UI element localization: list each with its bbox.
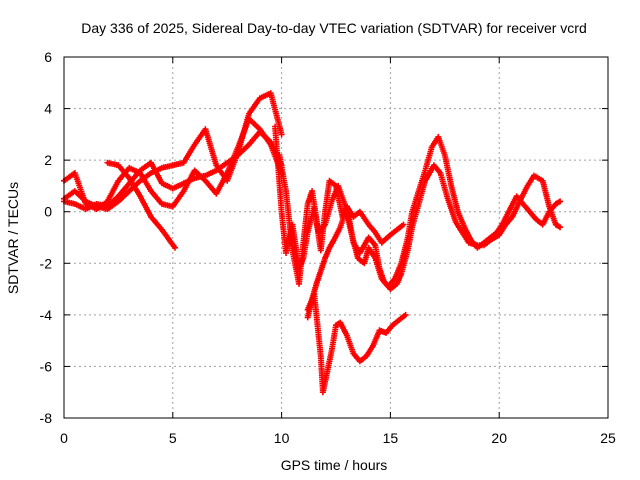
y-tick-label: -8 (40, 410, 53, 426)
series-track-f (276, 133, 564, 290)
y-tick-label: -6 (40, 358, 53, 374)
series-markers (276, 133, 564, 290)
y-tick-label: -2 (40, 255, 53, 271)
y-tick-label: -4 (40, 307, 53, 323)
y-tick-label: 0 (44, 204, 52, 220)
y-tick-label: 6 (44, 49, 52, 65)
x-tick-label: 10 (274, 430, 290, 446)
x-tick-label: 15 (383, 430, 399, 446)
series-markers (104, 159, 178, 251)
series-track-d (104, 159, 178, 251)
y-axis-label: SDTVAR / TECUs (5, 182, 21, 294)
x-axis-label: GPS time / hours (281, 457, 388, 473)
series-markers (304, 291, 409, 396)
data-marks (61, 90, 564, 396)
y-tick-label: 4 (44, 101, 52, 117)
tick-labels: 0 5 10 15 20 25 -8 -6 -4 -2 0 2 4 6 (40, 49, 616, 446)
x-tick-label: 5 (169, 430, 177, 446)
axes (63, 56, 609, 419)
series-track-c (61, 128, 285, 213)
series-markers (61, 128, 285, 213)
plot-frame (63, 56, 609, 419)
series-track-h (304, 291, 409, 396)
x-tick-label: 25 (600, 430, 616, 446)
chart-title: Day 336 of 2025, Sidereal Day-to-day VTE… (81, 20, 587, 36)
series-track-g (304, 203, 407, 321)
grid-lines (64, 57, 608, 418)
y-tick-label: 2 (44, 152, 52, 168)
series-markers (304, 203, 407, 321)
x-tick-label: 20 (491, 430, 507, 446)
x-tick-label: 0 (60, 430, 68, 446)
